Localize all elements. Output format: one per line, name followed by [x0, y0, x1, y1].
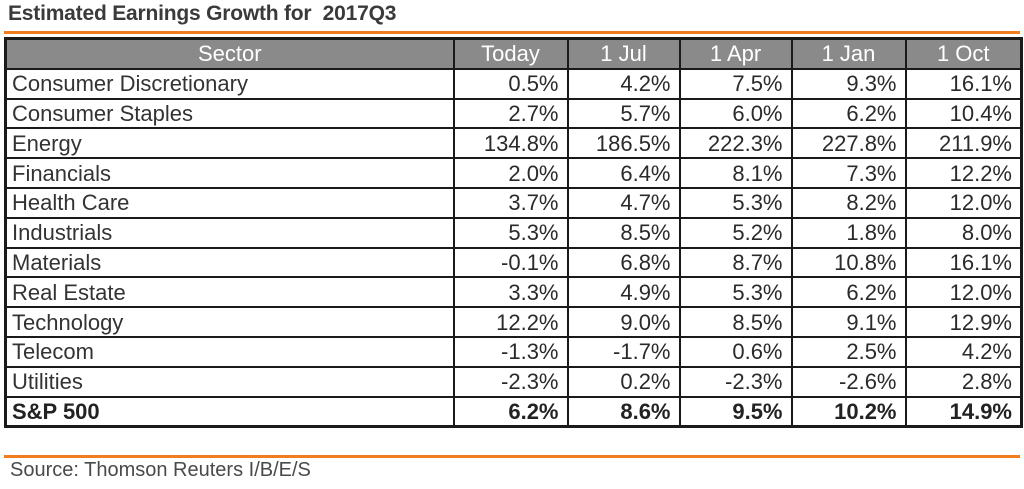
value-cell: 3.3%	[452, 276, 569, 309]
total-value-cell: 6.2%	[452, 395, 569, 428]
value-cell: 0.6%	[678, 335, 793, 368]
value-cell: 8.0%	[904, 216, 1023, 249]
total-row: S&P 500 6.2% 8.6% 9.5% 10.2% 14.9%	[4, 395, 1023, 428]
sector-name: Consumer Discretionary	[4, 67, 455, 100]
value-cell: 7.3%	[790, 157, 907, 189]
value-cell: 6.2%	[790, 97, 907, 130]
value-cell: 6.0%	[678, 97, 793, 130]
value-cell: 16.1%	[904, 246, 1023, 279]
value-cell: 4.9%	[566, 276, 681, 309]
value-cell: -1.3%	[452, 335, 569, 368]
column-header-1-oct: 1 Oct	[904, 37, 1023, 70]
value-cell: 2.8%	[904, 365, 1023, 398]
table-row: Telecom -1.3% -1.7% 0.6% 2.5% 4.2%	[4, 335, 1023, 368]
table-row: Industrials 5.3% 8.5% 5.2% 1.8% 8.0%	[4, 216, 1023, 249]
total-label: S&P 500	[4, 395, 455, 428]
value-cell: 6.2%	[790, 276, 907, 309]
value-cell: 5.3%	[678, 276, 793, 309]
value-cell: 12.2%	[452, 306, 569, 338]
value-cell: 2.5%	[790, 335, 907, 368]
value-cell: 12.0%	[904, 186, 1023, 219]
value-cell: 1.8%	[790, 216, 907, 249]
table-row: Health Care 3.7% 4.7% 5.3% 8.2% 12.0%	[4, 186, 1023, 219]
value-cell: 2.7%	[452, 97, 569, 130]
value-cell: 0.5%	[452, 67, 569, 100]
value-cell: 12.9%	[904, 306, 1023, 338]
source-divider	[4, 455, 1020, 458]
value-cell: 5.3%	[452, 216, 569, 249]
earnings-growth-table: Sector Today 1 Jul 1 Apr 1 Jan 1 Oct Con…	[4, 37, 1023, 429]
value-cell: 8.2%	[790, 186, 907, 219]
value-cell: 8.5%	[678, 306, 793, 338]
value-cell: 3.7%	[452, 186, 569, 219]
value-cell: 2.0%	[452, 157, 569, 189]
value-cell: 134.8%	[452, 127, 569, 160]
sector-name: Consumer Staples	[4, 97, 455, 130]
table-row: Utilities -2.3% 0.2% -2.3% -2.6% 2.8%	[4, 365, 1023, 398]
title-divider	[4, 31, 1020, 34]
sector-name: Materials	[4, 246, 455, 279]
value-cell: -2.3%	[452, 365, 569, 398]
sector-name: Industrials	[4, 216, 455, 249]
sector-name: Technology	[4, 306, 455, 338]
sector-name: Energy	[4, 127, 455, 160]
total-value-cell: 9.5%	[678, 395, 793, 428]
table-title: Estimated Earnings Growth for 2017Q3	[8, 2, 397, 25]
total-value-cell: 10.2%	[790, 395, 907, 428]
source-note: Source: Thomson Reuters I/B/E/S	[10, 459, 311, 481]
value-cell: 7.5%	[678, 67, 793, 100]
value-cell: 5.2%	[678, 216, 793, 249]
table-row: Financials 2.0% 6.4% 8.1% 7.3% 12.2%	[4, 157, 1023, 189]
value-cell: 227.8%	[790, 127, 907, 160]
value-cell: 16.1%	[904, 67, 1023, 100]
value-cell: 12.0%	[904, 276, 1023, 309]
sector-name: Health Care	[4, 186, 455, 219]
value-cell: 4.2%	[566, 67, 681, 100]
value-cell: 12.2%	[904, 157, 1023, 189]
value-cell: 5.7%	[566, 97, 681, 130]
sector-name: Telecom	[4, 335, 455, 368]
sector-name: Real Estate	[4, 276, 455, 309]
value-cell: 4.2%	[904, 335, 1023, 368]
value-cell: -0.1%	[452, 246, 569, 279]
total-value-cell: 14.9%	[904, 395, 1023, 428]
header-row: Sector Today 1 Jul 1 Apr 1 Jan 1 Oct	[4, 37, 1023, 70]
value-cell: 211.9%	[904, 127, 1023, 160]
value-cell: -2.3%	[678, 365, 793, 398]
table-row: Consumer Discretionary 0.5% 4.2% 7.5% 9.…	[4, 67, 1023, 100]
column-header-today: Today	[452, 37, 569, 70]
value-cell: 222.3%	[678, 127, 793, 160]
sector-name: Utilities	[4, 365, 455, 398]
value-cell: -1.7%	[566, 335, 681, 368]
column-header-1-jan: 1 Jan	[790, 37, 907, 70]
table-row: Consumer Staples 2.7% 5.7% 6.0% 6.2% 10.…	[4, 97, 1023, 130]
value-cell: 9.1%	[790, 306, 907, 338]
value-cell: 5.3%	[678, 186, 793, 219]
table-row: Materials -0.1% 6.8% 8.7% 10.8% 16.1%	[4, 246, 1023, 279]
value-cell: 4.7%	[566, 186, 681, 219]
value-cell: 8.7%	[678, 246, 793, 279]
value-cell: 10.4%	[904, 97, 1023, 130]
column-header-sector: Sector	[4, 37, 455, 70]
total-value-cell: 8.6%	[566, 395, 681, 428]
table-row: Energy 134.8% 186.5% 222.3% 227.8% 211.9…	[4, 127, 1023, 160]
value-cell: -2.6%	[790, 365, 907, 398]
value-cell: 9.3%	[790, 67, 907, 100]
value-cell: 6.4%	[566, 157, 681, 189]
value-cell: 0.2%	[566, 365, 681, 398]
sector-name: Financials	[4, 157, 455, 189]
table-row: Technology 12.2% 9.0% 8.5% 9.1% 12.9%	[4, 306, 1023, 338]
column-header-1-apr: 1 Apr	[678, 37, 793, 70]
column-header-1-jul: 1 Jul	[566, 37, 681, 70]
value-cell: 9.0%	[566, 306, 681, 338]
table-row: Real Estate 3.3% 4.9% 5.3% 6.2% 12.0%	[4, 276, 1023, 309]
value-cell: 6.8%	[566, 246, 681, 279]
value-cell: 10.8%	[790, 246, 907, 279]
value-cell: 186.5%	[566, 127, 681, 160]
value-cell: 8.5%	[566, 216, 681, 249]
value-cell: 8.1%	[678, 157, 793, 189]
